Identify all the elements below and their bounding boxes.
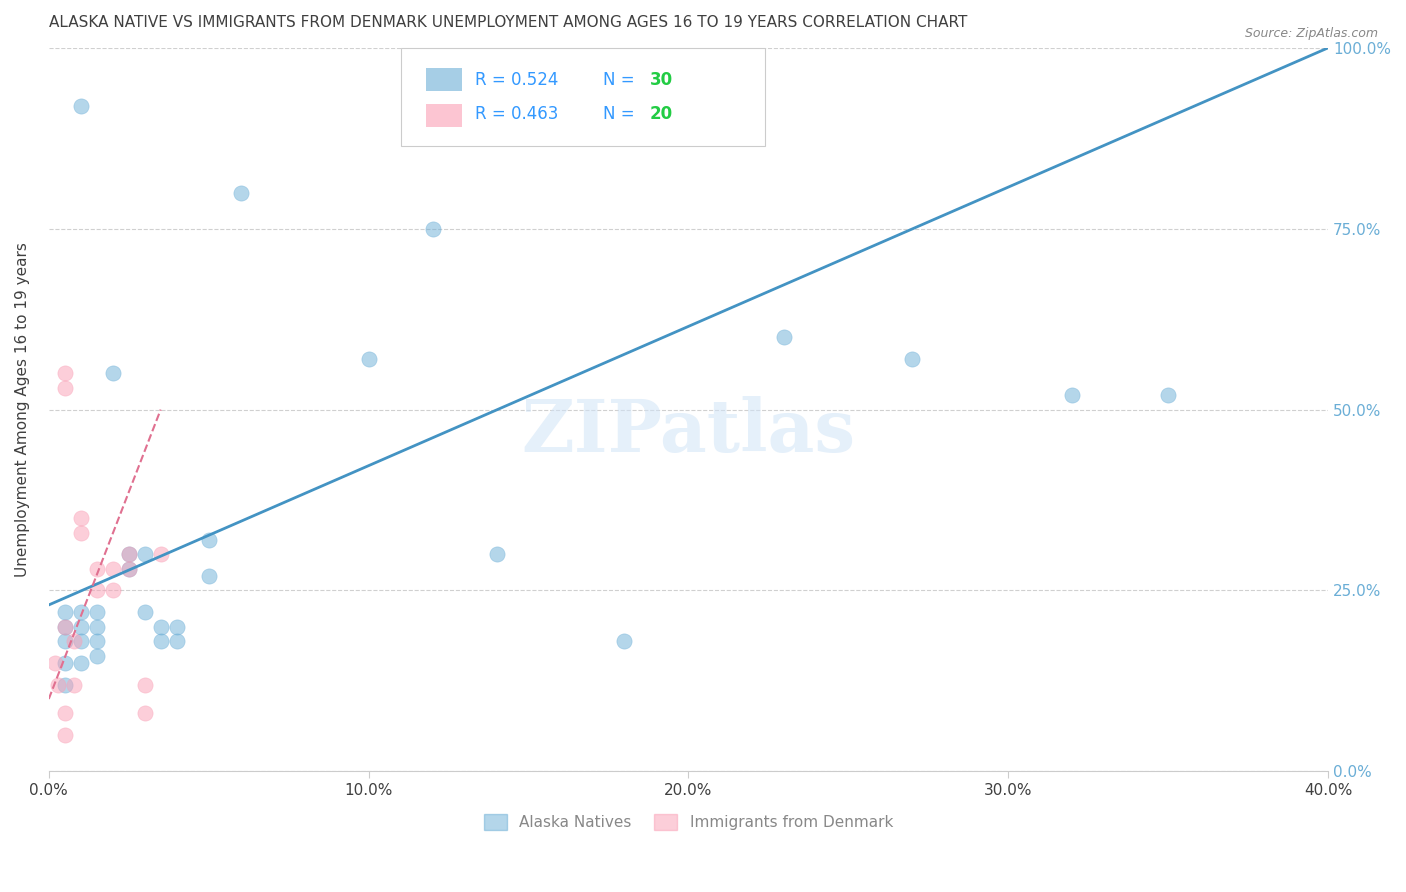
Text: N =: N = — [603, 70, 640, 88]
Point — [134, 677, 156, 691]
Point — [134, 605, 156, 619]
Point — [101, 562, 124, 576]
Point — [1062, 388, 1084, 402]
Point — [86, 648, 108, 663]
Point — [149, 547, 172, 561]
Point — [197, 569, 219, 583]
Point — [1157, 388, 1180, 402]
Point — [149, 634, 172, 648]
Point — [53, 677, 76, 691]
Point — [86, 562, 108, 576]
Point — [69, 620, 91, 634]
Point — [134, 706, 156, 721]
Point — [63, 677, 86, 691]
Text: Source: ZipAtlas.com: Source: ZipAtlas.com — [1244, 27, 1378, 40]
Point — [118, 562, 141, 576]
Point — [118, 562, 141, 576]
FancyBboxPatch shape — [426, 68, 463, 91]
Point — [53, 381, 76, 395]
Point — [53, 367, 76, 381]
Point — [229, 186, 252, 200]
Point — [118, 547, 141, 561]
Text: ALASKA NATIVE VS IMMIGRANTS FROM DENMARK UNEMPLOYMENT AMONG AGES 16 TO 19 YEARS : ALASKA NATIVE VS IMMIGRANTS FROM DENMARK… — [49, 15, 967, 30]
Point — [69, 99, 91, 113]
Point — [53, 656, 76, 670]
Legend: Alaska Natives, Immigrants from Denmark: Alaska Natives, Immigrants from Denmark — [478, 808, 898, 836]
Text: R = 0.524: R = 0.524 — [475, 70, 558, 88]
Text: N =: N = — [603, 105, 640, 123]
Text: ZIPatlas: ZIPatlas — [522, 396, 855, 467]
Point — [53, 620, 76, 634]
Point — [86, 620, 108, 634]
Point — [101, 367, 124, 381]
Point — [86, 605, 108, 619]
Point — [53, 620, 76, 634]
Text: R = 0.463: R = 0.463 — [475, 105, 558, 123]
Point — [101, 583, 124, 598]
Point — [69, 525, 91, 540]
Text: 30: 30 — [650, 70, 673, 88]
Point — [53, 706, 76, 721]
Y-axis label: Unemployment Among Ages 16 to 19 years: Unemployment Among Ages 16 to 19 years — [15, 242, 30, 577]
Point — [69, 511, 91, 525]
Point — [86, 583, 108, 598]
FancyBboxPatch shape — [426, 104, 463, 128]
Point — [69, 605, 91, 619]
Point — [422, 221, 444, 235]
Point — [69, 656, 91, 670]
Point — [53, 605, 76, 619]
Point — [44, 656, 66, 670]
Point — [901, 351, 924, 366]
Point — [485, 547, 508, 561]
FancyBboxPatch shape — [401, 48, 765, 145]
Point — [197, 533, 219, 547]
Point — [46, 677, 69, 691]
Point — [53, 634, 76, 648]
Point — [357, 351, 380, 366]
Point — [166, 634, 188, 648]
Point — [134, 547, 156, 561]
Point — [69, 634, 91, 648]
Point — [166, 620, 188, 634]
Point — [118, 547, 141, 561]
Text: 20: 20 — [650, 105, 673, 123]
Point — [86, 634, 108, 648]
Point — [613, 634, 636, 648]
Point — [63, 634, 86, 648]
Point — [773, 330, 796, 344]
Point — [149, 620, 172, 634]
Point — [53, 728, 76, 742]
